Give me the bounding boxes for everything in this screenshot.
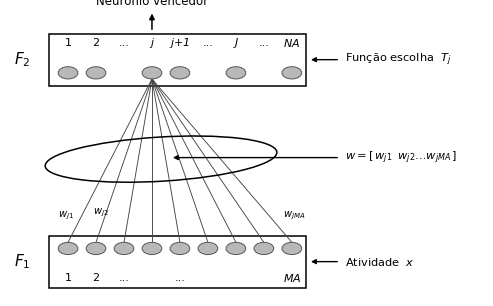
Circle shape [226, 242, 246, 255]
Text: Neurônio vencedor: Neurônio vencedor [96, 0, 208, 8]
Text: 1: 1 [65, 39, 71, 48]
Circle shape [170, 67, 190, 79]
Circle shape [254, 242, 274, 255]
Text: $J$: $J$ [233, 36, 239, 50]
Circle shape [58, 242, 78, 255]
Text: $MA$: $MA$ [282, 272, 301, 285]
Text: $NA$: $NA$ [283, 37, 300, 50]
Text: $w_{j1}$: $w_{j1}$ [58, 209, 73, 222]
Circle shape [142, 242, 162, 255]
Text: ...: ... [118, 39, 130, 48]
Text: ...: ... [118, 274, 130, 283]
Text: $w_{j2}$: $w_{j2}$ [93, 206, 109, 219]
Circle shape [282, 242, 302, 255]
Circle shape [58, 67, 78, 79]
Circle shape [142, 67, 162, 79]
Text: Atividade  $x$: Atividade $x$ [345, 256, 415, 268]
Text: 2: 2 [93, 274, 100, 283]
Text: 2: 2 [93, 39, 100, 48]
Text: 1: 1 [65, 274, 71, 283]
Circle shape [114, 242, 134, 255]
Circle shape [198, 242, 218, 255]
Text: $j$+1: $j$+1 [170, 36, 190, 50]
Text: Função escolha  $T_j$: Função escolha $T_j$ [345, 51, 452, 68]
Text: $F_1$: $F_1$ [14, 252, 31, 271]
Text: $F_2$: $F_2$ [14, 50, 31, 69]
Text: $j$: $j$ [149, 36, 155, 50]
Circle shape [86, 67, 106, 79]
Text: ...: ... [203, 39, 213, 48]
Bar [49, 34, 306, 86]
Circle shape [86, 242, 106, 255]
Circle shape [226, 67, 246, 79]
Text: ...: ... [258, 39, 269, 48]
Bar [49, 236, 306, 288]
Circle shape [282, 67, 302, 79]
Circle shape [170, 242, 190, 255]
Text: $w=[\, w_{j1}\;\; w_{j2} \ldots w_{jMA} \,]$: $w=[\, w_{j1}\;\; w_{j2} \ldots w_{jMA} … [345, 149, 458, 166]
Text: ...: ... [175, 274, 185, 283]
Text: $w_{jMA}$: $w_{jMA}$ [283, 210, 306, 222]
